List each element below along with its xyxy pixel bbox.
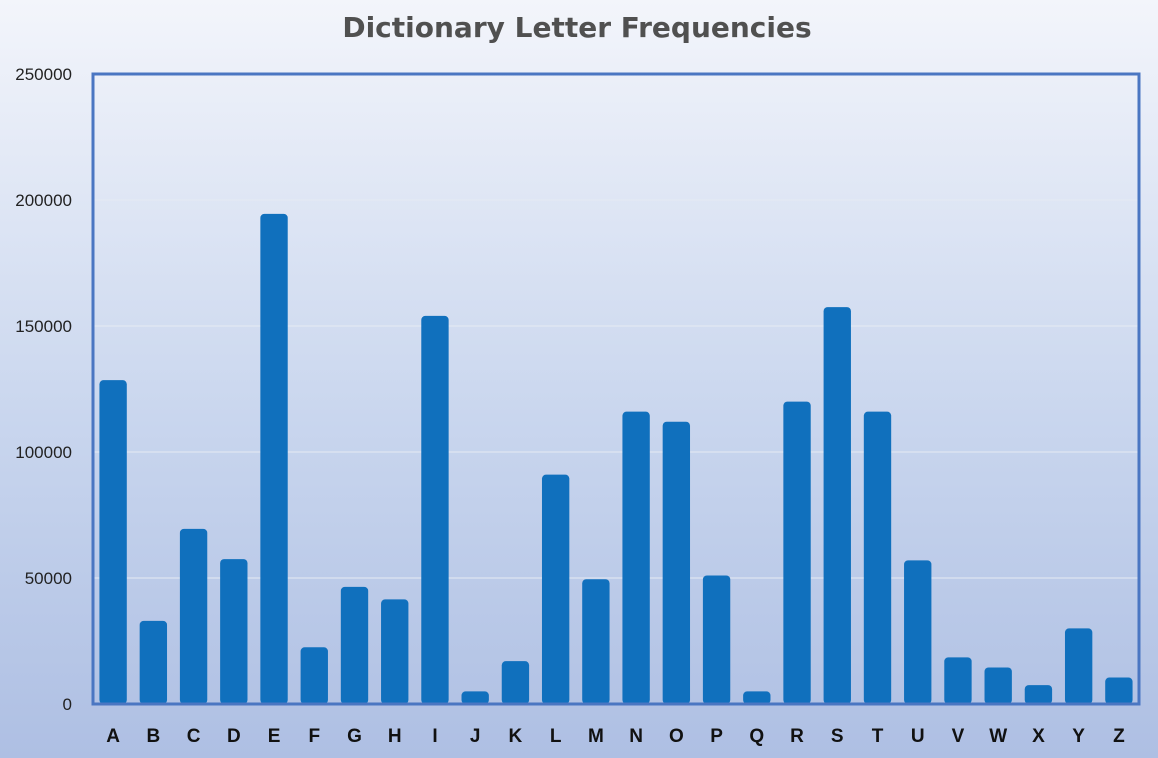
- y-tick-label: 150000: [15, 317, 72, 336]
- bar-a: [99, 380, 127, 704]
- x-tick-label: V: [952, 726, 965, 747]
- bar-e: [260, 213, 288, 705]
- x-tick-label: D: [227, 726, 241, 747]
- y-tick-label: 0: [63, 695, 72, 714]
- bar-w: [984, 667, 1012, 704]
- bar-m: [582, 579, 610, 704]
- bar-t: [863, 411, 892, 704]
- x-tick-label: P: [710, 726, 723, 747]
- bar-r: [783, 401, 811, 704]
- x-tick-label: M: [588, 726, 604, 747]
- x-tick-label: S: [831, 726, 844, 747]
- y-tick-label: 50000: [25, 569, 72, 588]
- x-tick-label: Z: [1113, 726, 1125, 747]
- bar-x: [1024, 685, 1053, 704]
- grid-lines: [93, 199, 1139, 579]
- bar-p: [702, 575, 731, 704]
- x-tick-label: O: [669, 726, 684, 747]
- y-tick-label: 100000: [15, 443, 72, 462]
- x-tick-label: F: [308, 726, 320, 747]
- x-tick-label: E: [268, 726, 281, 747]
- x-tick-label: U: [911, 726, 925, 747]
- bar-q: [743, 691, 771, 704]
- x-tick-label: T: [872, 726, 884, 747]
- bar-c: [179, 528, 208, 704]
- bar-g: [340, 586, 369, 704]
- y-tick-label: 200000: [15, 191, 72, 210]
- x-tick-label: A: [106, 726, 120, 747]
- bar-d: [220, 559, 248, 704]
- x-tick-label: H: [388, 726, 402, 747]
- bar-v: [944, 657, 972, 704]
- bar-l: [541, 474, 570, 704]
- x-tick-label: N: [629, 726, 643, 747]
- y-axis-ticks: 0 50000 100000 150000 200000 250000: [15, 65, 72, 714]
- x-tick-label: R: [790, 726, 804, 747]
- bar-b: [139, 620, 168, 704]
- chart-title: Dictionary Letter Frequencies: [342, 11, 811, 44]
- x-tick-label: C: [187, 726, 201, 747]
- bar-n: [622, 411, 650, 704]
- x-tick-label: J: [470, 726, 481, 747]
- x-tick-label: W: [989, 726, 1007, 747]
- x-axis-ticks: A B C D E F G H I J K L M N O P Q R S T U V W X Y Z: [106, 726, 1125, 747]
- bar-u: [904, 560, 932, 704]
- bar-k: [501, 661, 530, 704]
- x-tick-label: B: [146, 726, 160, 747]
- x-tick-label: L: [550, 726, 562, 747]
- x-tick-label: G: [347, 726, 362, 747]
- bar-f: [300, 647, 328, 704]
- plot-area-frame: [91, 72, 1141, 706]
- bar-j: [461, 691, 489, 704]
- x-tick-label: I: [432, 726, 437, 747]
- bar-z: [1105, 677, 1133, 704]
- x-tick-label: Y: [1072, 726, 1085, 747]
- y-tick-label: 250000: [15, 65, 72, 84]
- bars: [99, 213, 1133, 705]
- x-tick-label: K: [509, 726, 523, 747]
- bar-i: [421, 315, 449, 704]
- bar-y: [1064, 628, 1093, 704]
- x-tick-label: Q: [749, 726, 764, 747]
- bar-h: [381, 599, 409, 704]
- bar-o: [662, 421, 691, 704]
- x-tick-label: X: [1032, 726, 1045, 747]
- bar-s: [823, 307, 851, 704]
